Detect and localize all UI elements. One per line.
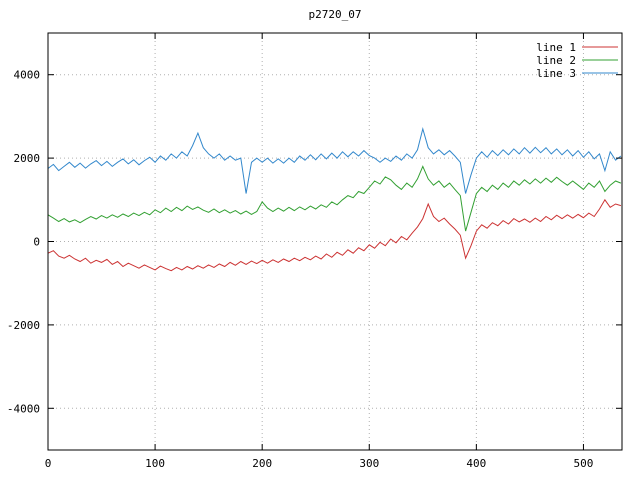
series-line-3 (47, 126, 622, 194)
y-tick-label: 0 (33, 236, 40, 249)
x-tick-label: 400 (466, 457, 486, 470)
x-tick-label: 200 (252, 457, 272, 470)
legend-label: line 2 (536, 54, 576, 67)
x-tick-label: 500 (574, 457, 594, 470)
x-tick-label: 100 (145, 457, 165, 470)
grid (47, 33, 622, 450)
x-tick-label: 300 (359, 457, 379, 470)
legend-label: line 1 (536, 41, 576, 54)
y-tick-label: 4000 (14, 69, 41, 82)
chart-title: p2720_07 (309, 8, 362, 21)
series-line-2 (47, 165, 622, 232)
y-tick-label: -2000 (7, 319, 40, 332)
y-tick-label: 2000 (14, 152, 41, 165)
series (47, 126, 622, 272)
plot-border (47, 32, 623, 451)
legend-label: line 3 (536, 67, 576, 80)
x-tick-label: 0 (45, 457, 52, 470)
y-tick-label: -4000 (7, 402, 40, 415)
axes: 0 100 200 300 400 500 -4000 -2000 0 2000 4000 (7, 32, 623, 470)
series-line-1 (47, 198, 622, 272)
